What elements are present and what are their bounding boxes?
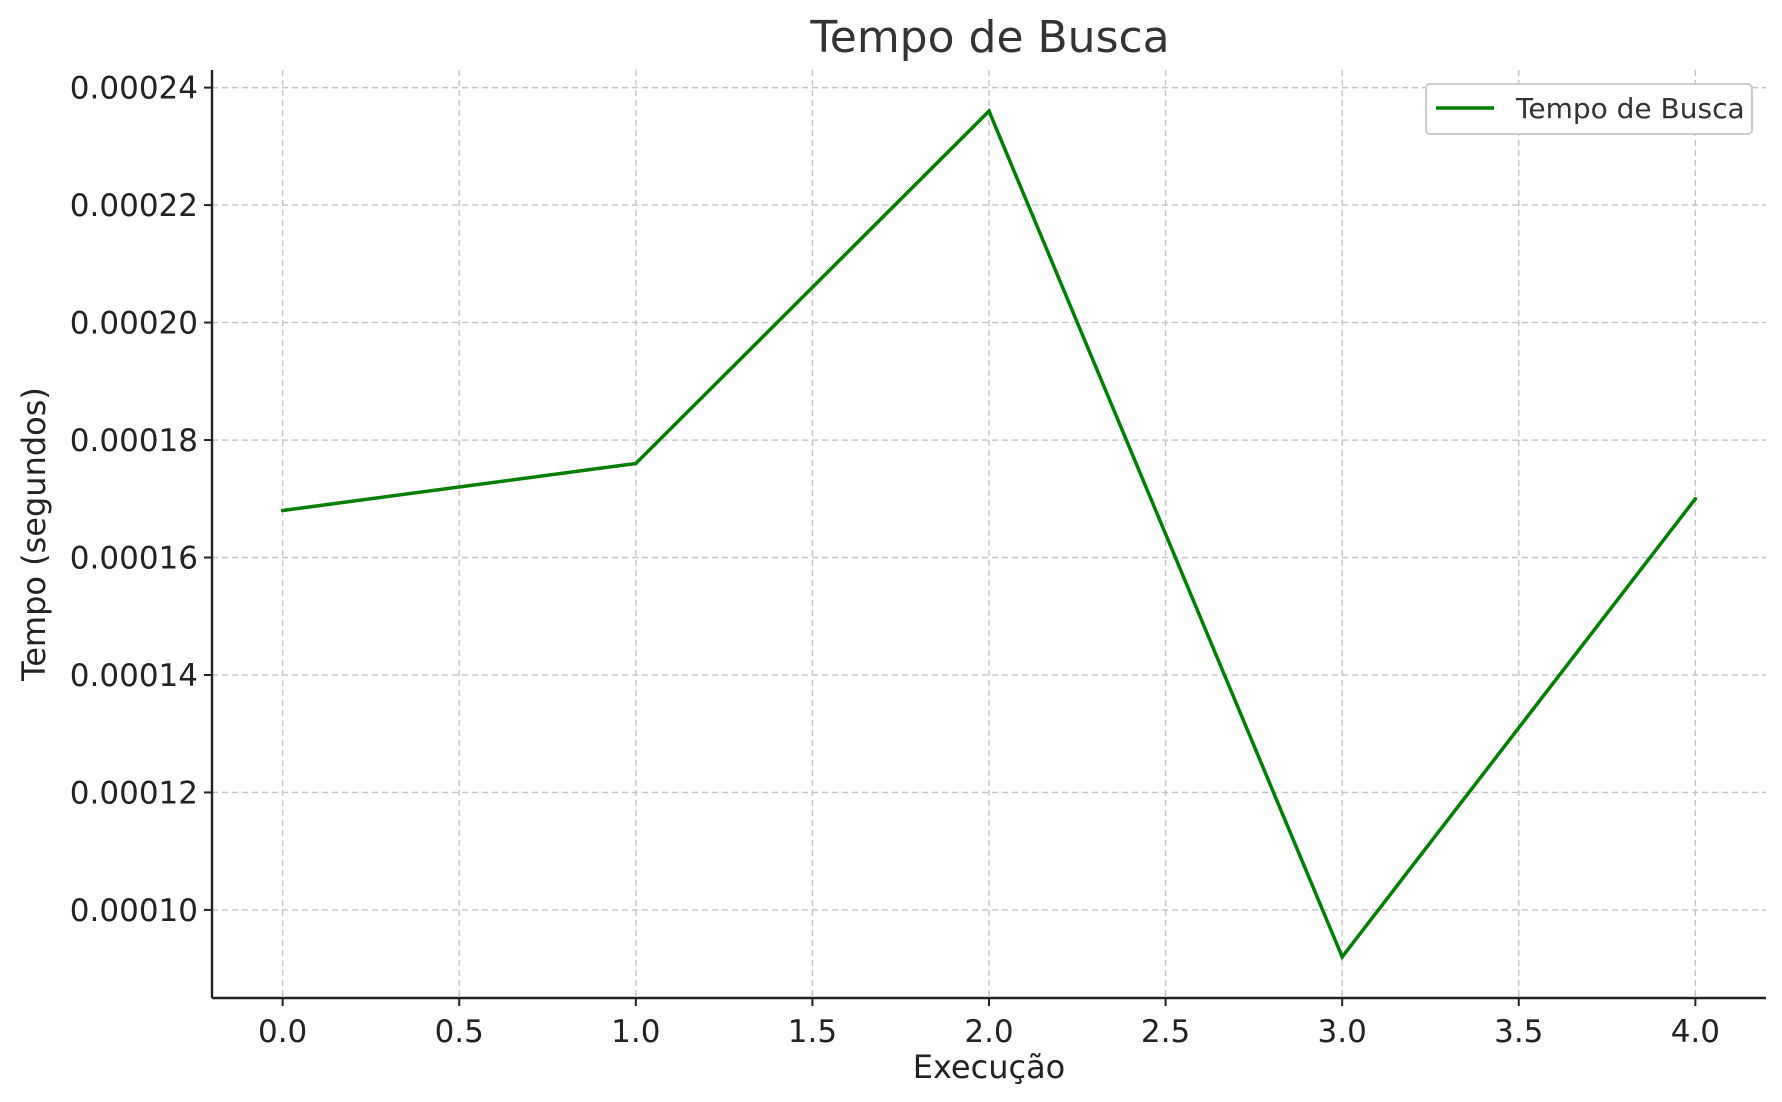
x-tick-label: 2.0 — [964, 1014, 1013, 1050]
series-layer — [280, 108, 1698, 961]
x-tick-label: 2.5 — [1141, 1014, 1190, 1050]
chart-title: Tempo de Busca — [809, 12, 1169, 63]
y-tick-label: 0.00016 — [70, 540, 198, 576]
data-point — [634, 461, 638, 466]
y-tick-label: 0.00024 — [70, 71, 198, 107]
y-tick-label: 0.00018 — [70, 423, 198, 459]
legend: Tempo de Busca — [1425, 83, 1753, 135]
y-tick-label: 0.00014 — [70, 658, 198, 694]
x-tick-label: 0.0 — [258, 1014, 307, 1050]
y-tick-label: 0.00020 — [70, 306, 198, 342]
data-point — [280, 508, 285, 513]
legend-label: Tempo de Busca — [1515, 92, 1745, 125]
y-tick-label: 0.00012 — [70, 775, 198, 811]
grid-lines — [212, 70, 1766, 998]
data-point — [1693, 496, 1698, 501]
x-tick-label: 4.0 — [1671, 1014, 1720, 1050]
data-point — [1340, 955, 1344, 959]
x-tick-label: 1.5 — [788, 1014, 837, 1050]
y-axis-label: Tempo (segundos) — [15, 387, 53, 682]
y-tick-label: 0.00022 — [70, 188, 198, 224]
axis-ticks: 0.0 0.5 1.0 1.5 2.0 2.5 3.0 3.5 4.0 0.00010 0.0001… — [70, 71, 1720, 1050]
y-tick-label: 0.00010 — [70, 893, 198, 929]
x-axis-label: Execução — [913, 1048, 1066, 1086]
x-tick-label: 3.5 — [1494, 1014, 1543, 1050]
x-tick-label: 0.5 — [435, 1014, 484, 1050]
x-tick-label: 1.0 — [611, 1014, 660, 1050]
legend-box — [1425, 83, 1753, 135]
x-tick-label: 3.0 — [1318, 1014, 1367, 1050]
data-point — [987, 109, 991, 113]
